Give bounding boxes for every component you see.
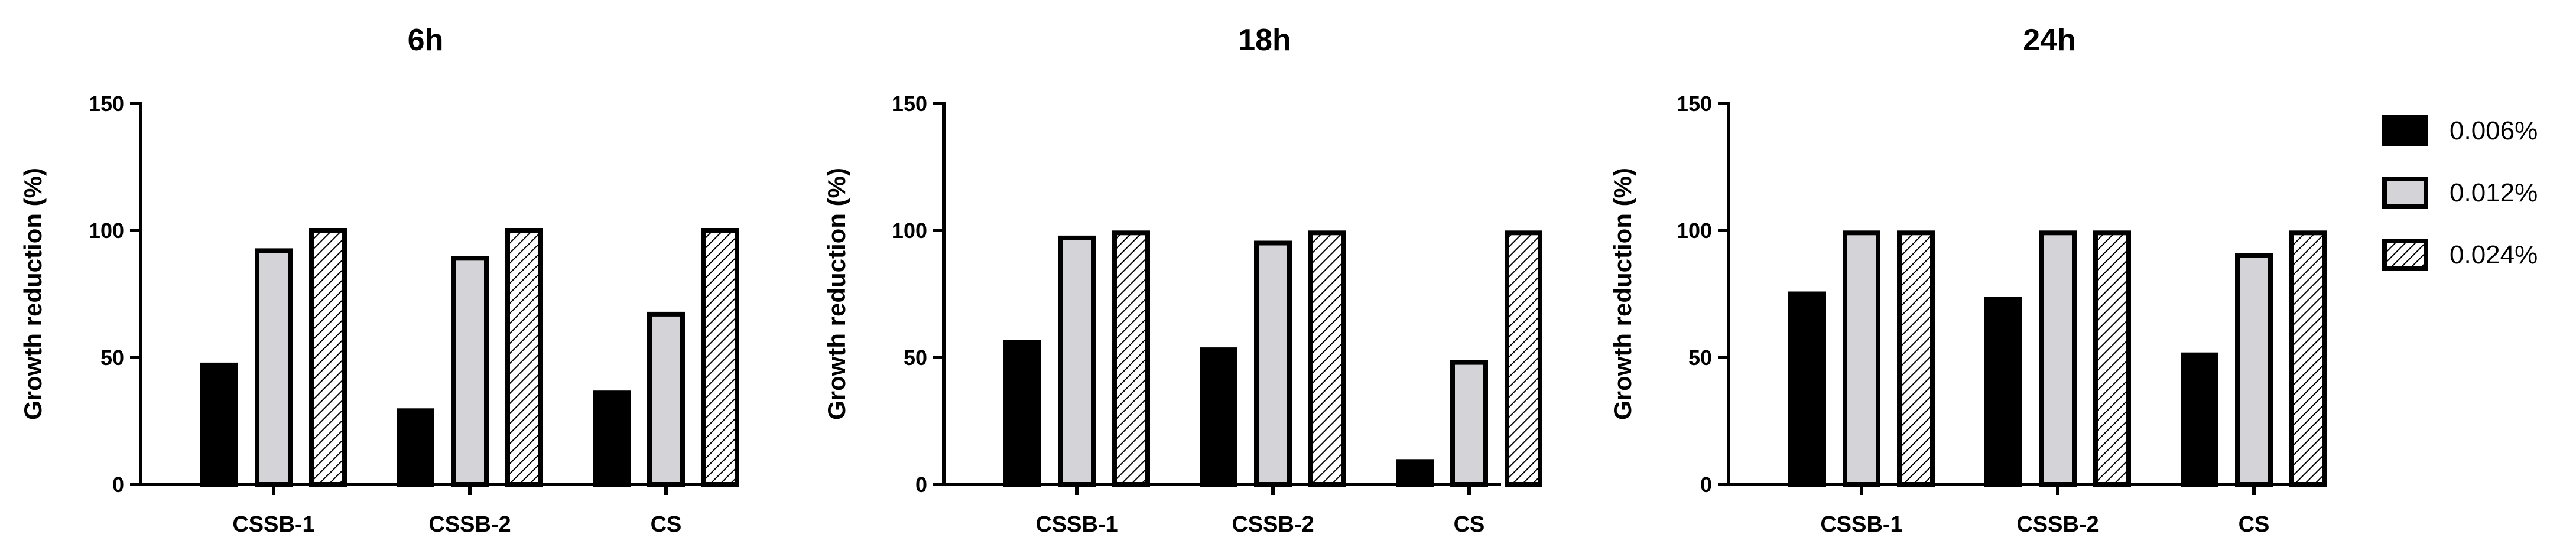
bar-CSSB-2-0.006%: [1200, 347, 1237, 487]
bar-CS-0.006%: [2181, 352, 2218, 487]
bar-CSSB-2-0.012%: [2039, 230, 2077, 487]
legend-label: 0.024%: [2450, 240, 2538, 269]
legend-swatch-0.006%: [2382, 115, 2428, 146]
bar-CS-0.006%: [593, 390, 631, 487]
bar-CSSB-2-0.012%: [451, 256, 489, 487]
legend-label: 0.006%: [2450, 116, 2538, 145]
bar-CSSB-2-0.006%: [397, 408, 434, 487]
bar-CS-0.012%: [1450, 360, 1488, 487]
bar-CS-0.012%: [647, 311, 685, 487]
x-category-label: CS: [1454, 512, 1485, 537]
legend: 0.006% 0.012% 0.024%: [2382, 115, 2538, 271]
bar-CS-0.006%: [1396, 459, 1434, 487]
y-axis-label: Growth reduction (%): [19, 168, 47, 420]
x-category-label: CSSB-1: [1035, 512, 1118, 537]
bar-CSSB-1-0.012%: [1058, 235, 1096, 487]
bar-CSSB-2-0.006%: [1984, 297, 2022, 487]
bar-CSSB-2-0.024%: [1308, 230, 1346, 487]
x-category-label: CSSB-2: [2016, 512, 2099, 537]
panel-title: 6h: [408, 23, 444, 57]
bar-CSSB-2-0.012%: [1254, 240, 1292, 487]
bar-CSSB-2-0.024%: [2093, 230, 2131, 487]
bar-CSSB-1-0.024%: [1112, 230, 1150, 487]
bar-CSSB-1-0.006%: [200, 362, 238, 487]
y-tick-label: 0: [915, 473, 927, 497]
y-tick-label: 0: [112, 473, 124, 497]
bar-CS-0.012%: [2235, 253, 2273, 487]
y-tick-label: 0: [1700, 473, 1712, 497]
legend-swatch-0.012%: [2382, 177, 2428, 209]
chart-panel-18h: 18h Growth reduction (%) 0 50 100 150 CSSB-1 CS…: [823, 23, 1542, 537]
x-category-label: CS: [2239, 512, 2270, 537]
bar-CS-0.024%: [701, 228, 739, 487]
chart-panel-6h: 6h Growth reduction (%) 0 50 100 150 CSSB-1 CSS…: [19, 23, 739, 537]
y-tick-label: 50: [904, 346, 927, 370]
bar-CSSB-1-0.024%: [309, 228, 347, 487]
bar-CS-0.024%: [2289, 230, 2327, 487]
x-category-label: CS: [651, 512, 682, 537]
legend-label: 0.012%: [2450, 178, 2538, 207]
y-tick-label: 100: [892, 219, 927, 243]
y-tick-label: 100: [89, 219, 124, 243]
bar-CSSB-1-0.006%: [1003, 340, 1041, 487]
x-category-label: CSSB-1: [1820, 512, 1902, 537]
x-category-label: CSSB-2: [1232, 512, 1314, 537]
y-tick-label: 150: [1677, 92, 1712, 116]
legend-swatch-0.024%: [2382, 239, 2428, 271]
x-category-label: CSSB-2: [428, 512, 511, 537]
y-axis-label: Growth reduction (%): [823, 168, 850, 420]
bar-CSSB-1-0.006%: [1788, 291, 1826, 487]
y-axis-label: Growth reduction (%): [1609, 168, 1636, 420]
chart-panel-24h: 24h Growth reduction (%) 0 50 100 150 CSSB-1 CS…: [1609, 23, 2327, 537]
y-tick-label: 100: [1677, 219, 1712, 243]
bar-CSSB-1-0.012%: [1843, 230, 1880, 487]
x-category-label: CSSB-1: [232, 512, 314, 537]
y-tick-label: 50: [1688, 346, 1712, 370]
bar-CSSB-1-0.024%: [1897, 230, 1935, 487]
y-tick-label: 50: [100, 346, 124, 370]
bar-CS-0.024%: [1505, 230, 1542, 487]
bar-CSSB-2-0.024%: [505, 228, 543, 487]
panel-title: 18h: [1238, 23, 1291, 57]
bar-CSSB-1-0.012%: [255, 248, 293, 487]
y-tick-label: 150: [892, 92, 927, 116]
panel-title: 24h: [2023, 23, 2076, 57]
y-tick-label: 150: [89, 92, 124, 116]
